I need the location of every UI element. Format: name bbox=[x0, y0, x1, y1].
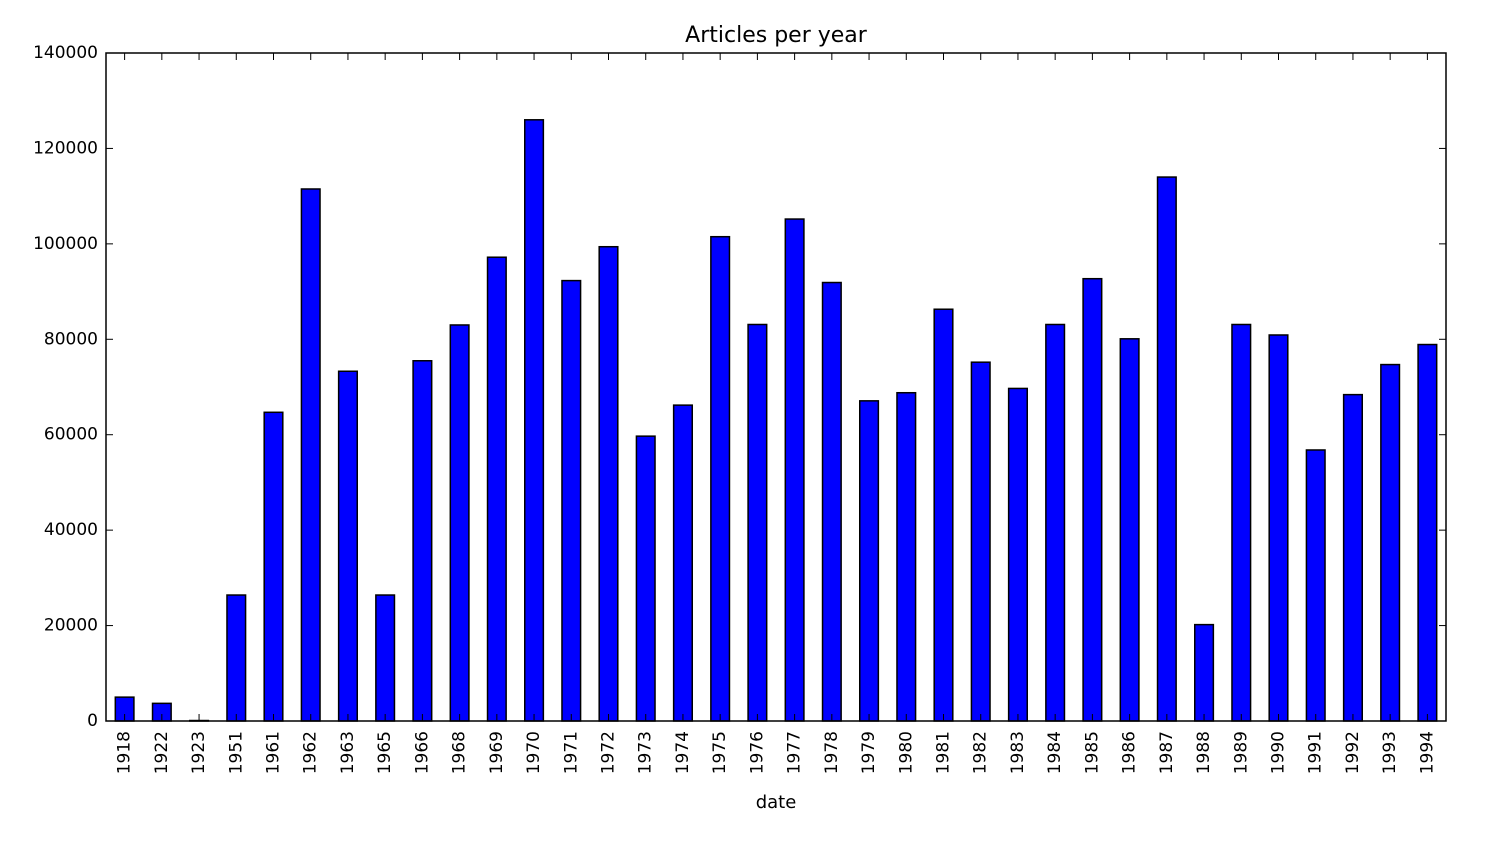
bar-1976 bbox=[748, 324, 767, 721]
bar-1989 bbox=[1232, 324, 1251, 721]
y-tick-label: 100000 bbox=[33, 234, 98, 254]
x-tick-label: 1993 bbox=[1380, 731, 1400, 774]
x-tick-label: 1923 bbox=[189, 731, 209, 774]
bar-1971 bbox=[562, 281, 581, 721]
x-tick-label: 1982 bbox=[971, 731, 991, 774]
y-tick-label: 120000 bbox=[33, 138, 98, 158]
x-tick-label: 1966 bbox=[412, 731, 432, 774]
x-tick-label: 1965 bbox=[375, 731, 395, 774]
y-tick-label: 40000 bbox=[44, 520, 98, 540]
bar-1965 bbox=[376, 595, 395, 721]
x-tick-label: 1981 bbox=[934, 731, 954, 774]
bar-1972 bbox=[599, 247, 618, 721]
bar-1966 bbox=[413, 361, 432, 721]
bar-1979 bbox=[860, 401, 879, 721]
y-tick-label: 140000 bbox=[33, 43, 98, 63]
x-tick-label: 1988 bbox=[1194, 731, 1214, 774]
x-tick-label: 1968 bbox=[450, 731, 470, 774]
bar-1988 bbox=[1195, 625, 1214, 721]
bar-1973 bbox=[636, 436, 655, 721]
x-tick-label: 1961 bbox=[264, 731, 284, 774]
bar-1969 bbox=[488, 257, 507, 721]
x-tick-label: 1975 bbox=[710, 731, 730, 774]
bar-1968 bbox=[450, 325, 469, 721]
x-tick-label: 1972 bbox=[599, 731, 619, 774]
bar-1983 bbox=[1009, 388, 1028, 721]
bar-1974 bbox=[674, 405, 693, 721]
bar-1981 bbox=[934, 309, 953, 721]
x-tick-label: 1983 bbox=[1008, 731, 1028, 774]
bar-1987 bbox=[1158, 177, 1177, 721]
bar-1975 bbox=[711, 237, 730, 721]
bar-1961 bbox=[264, 412, 283, 721]
bar-1978 bbox=[823, 283, 842, 721]
x-tick-label: 1991 bbox=[1306, 731, 1326, 774]
chart-title: Articles per year bbox=[685, 23, 868, 48]
x-tick-label: 1979 bbox=[859, 731, 879, 774]
x-tick-label: 1976 bbox=[747, 731, 767, 774]
bar-1990 bbox=[1269, 335, 1288, 721]
x-tick-label: 1992 bbox=[1343, 731, 1363, 774]
y-tick-label: 60000 bbox=[44, 425, 98, 445]
bar-1970 bbox=[525, 120, 544, 721]
x-axis-label: date bbox=[756, 792, 797, 813]
bar-1993 bbox=[1381, 365, 1400, 721]
bar-1985 bbox=[1083, 279, 1102, 721]
bar-1962 bbox=[301, 189, 320, 721]
bar-1991 bbox=[1306, 450, 1325, 721]
bar-1982 bbox=[971, 362, 990, 721]
x-tick-label: 1977 bbox=[785, 731, 805, 774]
x-tick-label: 1984 bbox=[1045, 731, 1065, 774]
y-tick-label: 0 bbox=[87, 711, 98, 731]
x-tick-label: 1985 bbox=[1082, 731, 1102, 774]
x-tick-label: 1951 bbox=[226, 731, 246, 774]
bar-1951 bbox=[227, 595, 246, 721]
x-tick-label: 1963 bbox=[338, 731, 358, 774]
bar-1963 bbox=[339, 371, 358, 721]
y-tick-label: 80000 bbox=[44, 329, 98, 349]
x-tick-label: 1990 bbox=[1269, 731, 1289, 774]
bar-1986 bbox=[1120, 339, 1139, 721]
x-tick-label: 1987 bbox=[1157, 731, 1177, 774]
x-tick-label: 1989 bbox=[1231, 731, 1251, 774]
bar-1980 bbox=[897, 393, 916, 721]
bar-1992 bbox=[1344, 395, 1363, 721]
x-tick-label: 1918 bbox=[115, 731, 135, 774]
x-tick-label: 1962 bbox=[301, 731, 321, 774]
bar-1984 bbox=[1046, 324, 1065, 721]
x-tick-label: 1969 bbox=[487, 731, 507, 774]
x-tick-label: 1978 bbox=[822, 731, 842, 774]
x-tick-label: 1980 bbox=[896, 731, 916, 774]
x-tick-label: 1986 bbox=[1120, 731, 1140, 774]
bar-1977 bbox=[785, 219, 804, 721]
y-tick-label: 20000 bbox=[44, 616, 98, 636]
x-tick-label: 1974 bbox=[673, 731, 693, 774]
x-tick-label: 1973 bbox=[636, 731, 656, 774]
x-tick-label: 1970 bbox=[524, 731, 544, 774]
x-tick-label: 1994 bbox=[1417, 731, 1437, 774]
x-tick-label: 1971 bbox=[561, 731, 581, 774]
bars-layer bbox=[115, 120, 1436, 721]
x-tick-label: 1922 bbox=[152, 731, 172, 774]
bar-1994 bbox=[1418, 345, 1437, 721]
